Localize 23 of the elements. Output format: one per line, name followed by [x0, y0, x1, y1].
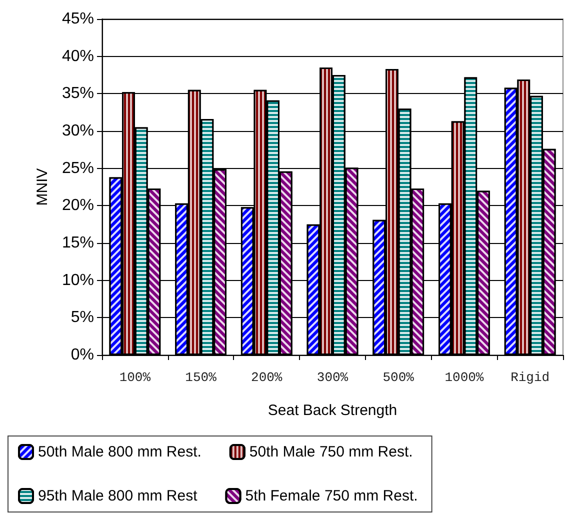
- y-tick-label: 15%: [62, 234, 94, 252]
- y-tick-label: 35%: [62, 85, 94, 102]
- legend-label: 5th Female 750 mm Rest.: [245, 488, 418, 504]
- legend-label: 95th Male 800 mm Rest: [38, 488, 198, 504]
- y-tick-label: 20%: [62, 197, 94, 214]
- x-axis-title: Seat Back Strength: [268, 402, 398, 419]
- y-tick-label: 5%: [70, 309, 94, 326]
- legend-label: 50th Male 750 mm Rest.: [249, 444, 413, 460]
- y-tick-label: 40%: [62, 48, 94, 65]
- y-tick-label: 45%: [62, 10, 94, 28]
- x-tick-label: 100%: [119, 370, 151, 385]
- y-tick-label: 10%: [62, 272, 94, 289]
- legend-label: 50th Male 800 mm Rest.: [38, 444, 202, 460]
- x-tick-label: 150%: [185, 370, 217, 385]
- y-tick-label: 25%: [62, 160, 94, 177]
- y-axis-title: MNIV: [34, 168, 51, 206]
- x-tick-label: 1000%: [444, 370, 484, 385]
- y-tick-label: 0%: [70, 346, 94, 364]
- y-tick-label: 30%: [62, 122, 94, 140]
- x-tick-label: 500%: [382, 370, 414, 385]
- x-tick-label: 300%: [316, 370, 348, 385]
- x-tick-label: Rigid: [510, 370, 550, 385]
- x-tick-label: 200%: [251, 370, 282, 385]
